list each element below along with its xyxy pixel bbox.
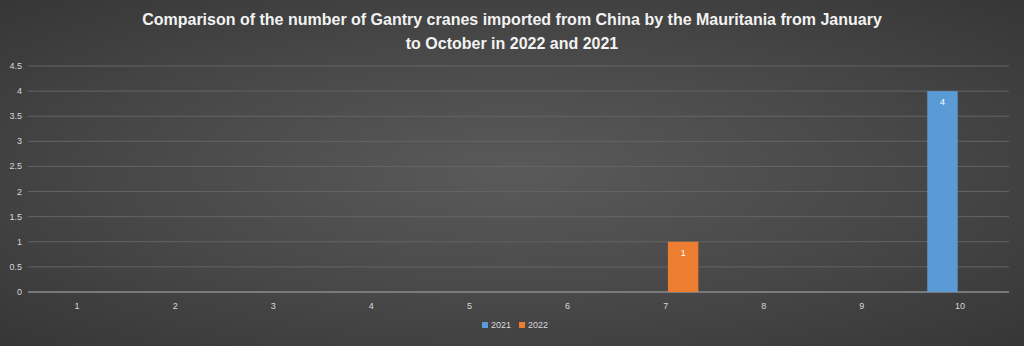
y-tick-label: 4.5 [9,61,22,71]
grid-line [28,91,1009,92]
legend-swatch [519,322,525,328]
y-tick-label: 0 [17,287,22,297]
bar [668,242,698,292]
x-tick-label: 5 [467,301,472,311]
x-tick-label: 3 [271,301,276,311]
x-tick-label: 8 [761,301,766,311]
grid-line [28,266,1009,267]
y-tick-label: 1.5 [9,212,22,222]
grid-line [28,241,1009,242]
legend: 2021 2022 [482,320,548,330]
grid-line [28,216,1009,217]
grid-line [28,141,1009,142]
grid-line [28,66,1009,67]
y-tick-label: 4 [17,86,22,96]
y-tick-label: 3.5 [9,111,22,121]
x-axis-line [28,292,1009,293]
y-tick-label: 1 [17,237,22,247]
grid-line [28,116,1009,117]
x-tick-label: 4 [369,301,374,311]
y-tick-label: 2.5 [9,161,22,171]
legend-label: 2022 [528,320,548,330]
chart-title: Comparison of the number of Gantry crane… [142,8,882,56]
bar [927,91,957,292]
chart-canvas: 00.511.522.533.544.512345678910412021202… [0,0,1024,346]
data-label: 1 [681,248,686,258]
y-tick-label: 3 [17,136,22,146]
data-label: 4 [940,97,945,107]
x-tick-label: 1 [75,301,80,311]
x-tick-label: 10 [955,301,965,311]
x-tick-label: 7 [663,301,668,311]
bars [668,91,958,292]
x-tick-label: 6 [565,301,570,311]
x-tick-label: 2 [173,301,178,311]
grid-line [28,292,1009,293]
x-tick-label: 9 [859,301,864,311]
grid-line [28,191,1009,192]
y-tick-label: 0.5 [9,262,22,272]
grid-line [28,166,1009,167]
legend-swatch [482,322,488,328]
legend-label: 2021 [491,320,511,330]
y-tick-label: 2 [17,187,22,197]
